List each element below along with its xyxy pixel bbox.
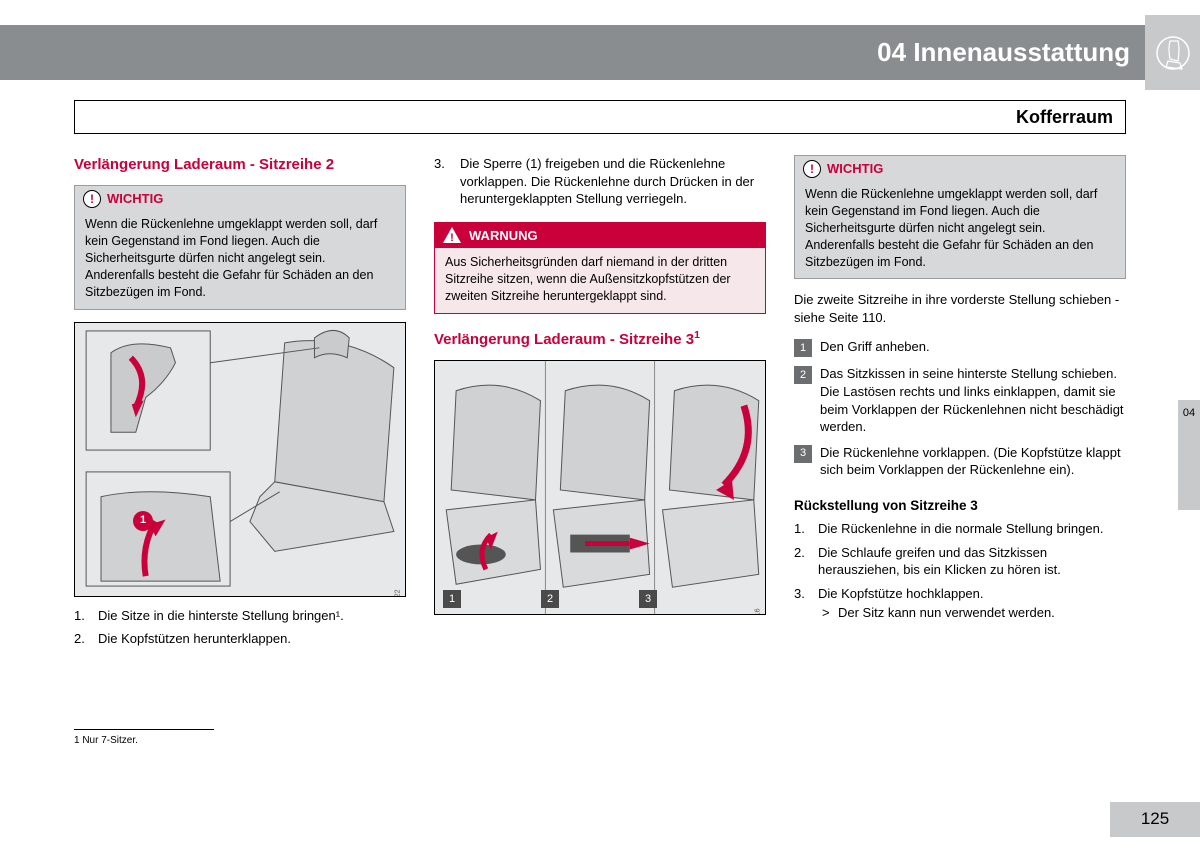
wichtig-header: ! WICHTIG bbox=[75, 186, 405, 212]
panel-label-1: 1 bbox=[443, 590, 461, 608]
figure-callout-1: 1 bbox=[133, 511, 153, 531]
svg-text:!: ! bbox=[450, 232, 454, 243]
seat-icon bbox=[1156, 29, 1190, 77]
reset-step-1: Die Rückenlehne in die normale Stellung … bbox=[814, 520, 1126, 538]
figure-code-2: G027016 bbox=[754, 608, 763, 615]
warnung-header: ! WARNUNG bbox=[435, 223, 765, 249]
step-text-3: Die Sperre (1) freigeben und die Rückenl… bbox=[460, 155, 766, 208]
wichtig-body-2: Wenn die Rückenlehne umgeklappt werden s… bbox=[795, 182, 1125, 278]
column-1: Verlängerung Laderaum - Sitzreihe 2 ! WI… bbox=[74, 155, 406, 747]
col1-figure: 1 G027022 bbox=[74, 322, 406, 597]
chapter-header: 04 Innenausstattung bbox=[0, 25, 1200, 80]
figure-code-1: G027022 bbox=[394, 590, 403, 597]
footnote-rule bbox=[74, 729, 214, 730]
chapter-icon-box bbox=[1145, 15, 1200, 90]
panel-labels: 1 2 3 bbox=[443, 590, 657, 608]
col3-step-3: 3Die Rückenlehne vorklappen. (Die Kopfst… bbox=[794, 444, 1126, 479]
column-3: ! WICHTIG Wenn die Rückenlehne umgeklapp… bbox=[794, 155, 1126, 747]
footnote: 1 Nur 7-Sitzer. bbox=[74, 734, 406, 748]
col3-steps: 1Den Griff anheben. 2Das Sitzkissen in s… bbox=[794, 338, 1126, 486]
wichtig-body: Wenn die Rückenlehne umgeklappt werden s… bbox=[75, 212, 405, 308]
side-tab: 04 bbox=[1178, 400, 1200, 510]
column-2: 3. Die Sperre (1) freigeben und die Rück… bbox=[434, 155, 766, 747]
content-columns: Verlängerung Laderaum - Sitzreihe 2 ! WI… bbox=[74, 155, 1126, 747]
wichtig-label: WICHTIG bbox=[107, 190, 163, 208]
col2-figure: 1 2 3 G027016 bbox=[434, 360, 766, 615]
chapter-title: Innenausstattung bbox=[913, 37, 1130, 67]
reset-step-2: Die Schlaufe greifen und das Sitzkissen … bbox=[814, 544, 1126, 579]
col1-title: Verlängerung Laderaum - Sitzreihe 2 bbox=[74, 155, 406, 175]
warnung-box: ! WARNUNG Aus Sicherheitsgründen darf ni… bbox=[434, 222, 766, 314]
col3-step-2: 2Das Sitzkissen in seine hinterste Stell… bbox=[794, 365, 1126, 435]
wichtig-label-2: WICHTIG bbox=[827, 160, 883, 178]
reset-step-3: Die Kopfstütze hochklappen. Der Sitz kan… bbox=[814, 585, 1126, 622]
warnung-body: Aus Sicherheitsgründen darf niemand in d… bbox=[435, 248, 765, 313]
col1-steps: Die Sitze in die hinterste Stellung brin… bbox=[74, 607, 406, 654]
seat-diagram-1 bbox=[75, 323, 405, 596]
step-num-3: 3. bbox=[434, 155, 454, 208]
wichtig-header-2: ! WICHTIG bbox=[795, 156, 1125, 182]
seat-diagram-2 bbox=[435, 361, 765, 614]
chapter-number: 04 bbox=[877, 37, 906, 67]
col2-continued-step: 3. Die Sperre (1) freigeben und die Rück… bbox=[434, 155, 766, 208]
info-icon: ! bbox=[83, 190, 101, 208]
col3-wichtig-box: ! WICHTIG Wenn die Rückenlehne umgeklapp… bbox=[794, 155, 1126, 279]
panel-label-3: 3 bbox=[639, 590, 657, 608]
side-tab-label: 04 bbox=[1183, 406, 1195, 421]
col3-subhead: Rückstellung von Sitzreihe 3 bbox=[794, 497, 1126, 515]
col2-title: Verlängerung Laderaum - Sitzreihe 31 bbox=[434, 328, 766, 350]
panel-label-2: 2 bbox=[541, 590, 559, 608]
col3-step-1: 1Den Griff anheben. bbox=[794, 338, 1126, 357]
warnung-label: WARNUNG bbox=[469, 227, 538, 245]
col3-intro: Die zweite Sitzreihe in ihre vorderste S… bbox=[794, 291, 1126, 326]
col1-step-2: Die Kopfstützen herunterklappen. bbox=[94, 630, 406, 648]
reset-result-list: Der Sitz kann nun verwendet werden. bbox=[818, 604, 1126, 622]
reset-result: Der Sitz kann nun verwendet werden. bbox=[838, 604, 1126, 622]
chapter-heading: 04 Innenausstattung bbox=[877, 35, 1130, 70]
col1-wichtig-box: ! WICHTIG Wenn die Rückenlehne umgeklapp… bbox=[74, 185, 406, 309]
info-icon: ! bbox=[803, 160, 821, 178]
warning-icon: ! bbox=[443, 227, 461, 243]
page-number: 125 bbox=[1110, 802, 1200, 837]
breadcrumb: Kofferraum bbox=[74, 100, 1126, 134]
col1-step-1: Die Sitze in die hinterste Stellung brin… bbox=[94, 607, 406, 625]
col3-reset-steps: Die Rückenlehne in die normale Stellung … bbox=[794, 520, 1126, 628]
breadcrumb-text: Kofferraum bbox=[1016, 105, 1113, 129]
